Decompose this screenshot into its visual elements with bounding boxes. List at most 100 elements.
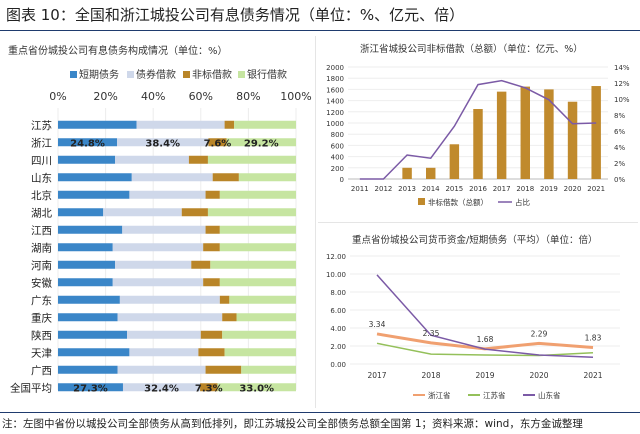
category-label: 湖南 [31, 241, 52, 254]
legend-label-0: 浙江省 [428, 390, 451, 400]
bar-segment-1 [119, 295, 220, 304]
data-label: 7.3% [195, 383, 223, 394]
bar-segment-3 [222, 330, 296, 339]
bar [544, 89, 554, 179]
bottom-right-chart-title: 重点省份城投公司货币资金/短期债务（平均）（单位：倍） [352, 235, 598, 246]
category-label: 山东 [31, 171, 52, 184]
category-label: 湖北 [31, 207, 52, 219]
data-label: 7.6% [204, 138, 232, 149]
left-chart-title: 重点省份城投公司有息债务构成情况（单位：%） [8, 46, 228, 57]
category-label: 天津 [31, 347, 52, 359]
category-label: 江苏 [31, 119, 52, 132]
y-tick-label: 6.00 [330, 307, 346, 315]
y-right-tick-label: 10% [614, 96, 630, 104]
x-tick-label: 2015 [445, 185, 463, 193]
x-tick-label: 2016 [469, 185, 487, 193]
bar-segment-0 [58, 348, 130, 357]
data-label: 2.35 [423, 329, 440, 338]
bar-segment-1 [129, 348, 199, 357]
bar-segment-1 [103, 208, 182, 217]
category-label: 江西 [31, 225, 52, 237]
bar-segment-1 [131, 173, 213, 182]
share-line [359, 79, 597, 180]
bar-segment-3 [217, 383, 296, 392]
y-left-tick-label: 1600 [326, 86, 344, 94]
bar-segment-0 [58, 173, 132, 182]
bar-segment-2 [222, 313, 237, 322]
bar-segment-1 [127, 330, 201, 339]
nonstandard-bar-line-chart: 0 200 400 600 800 1000 1200 1400 1600 1800 2000 0% 2… [326, 64, 630, 207]
bar-segment-0 [58, 295, 120, 304]
legend-label-bar: 非标借款（总额） [428, 197, 488, 207]
x-tick-label: 2021 [587, 185, 605, 193]
bar-segment-0 [58, 120, 137, 129]
bar-segment-2 [219, 295, 230, 304]
bar-segment-2 [212, 173, 239, 182]
bar-segment-3 [210, 260, 296, 269]
y-left-tick-label: 0 [340, 176, 344, 184]
top-right-chart-panel: 浙江省城投公司非标借款（总额）（单位：亿元、%） 0 200 400 600 800 10… [318, 34, 640, 222]
x-tick-label: 2014 [422, 185, 440, 193]
y-left-tick-label: 2000 [326, 64, 344, 72]
category-label: 广东 [31, 294, 52, 307]
bar-segment-3 [219, 278, 296, 287]
y-right-tick-label: 0% [614, 176, 625, 184]
bar-segment-3 [219, 243, 296, 252]
bar-segment-2 [191, 260, 211, 269]
legend-label-2: 非标借款 [192, 68, 232, 81]
data-label: 3.34 [369, 320, 386, 329]
y-tick-label: 4.00 [330, 325, 346, 333]
bar [496, 91, 507, 179]
bar-segment-0 [58, 190, 130, 199]
bar-segment-2 [205, 365, 242, 374]
x-tick-label: 100% [280, 90, 311, 103]
y-right-tick-label: 14% [614, 64, 630, 72]
x-tick-label: 2017 [367, 371, 386, 380]
x-tick-label: 2020 [529, 371, 548, 380]
legend-label-0: 短期债务 [79, 68, 119, 81]
bar-segment-1 [117, 138, 209, 147]
bar-segment-0 [58, 260, 116, 269]
data-label: 38.4% [145, 138, 180, 149]
data-label: 24.8% [70, 138, 105, 149]
bar [449, 144, 460, 179]
figure-title: 图表 10：全国和浙江城投公司有息债务情况（单位：%、亿元、倍） [6, 6, 465, 24]
bar-segment-1 [129, 190, 206, 199]
bar-segment-0 [58, 330, 128, 339]
bar-segment-3 [226, 138, 296, 147]
bar-segment-2 [188, 155, 208, 164]
bar-segment-3 [229, 295, 296, 304]
y-right-tick-label: 2% [614, 160, 625, 168]
x-tick-label: 60% [189, 90, 213, 103]
x-tick-label: 2013 [398, 185, 416, 193]
category-label: 安徽 [31, 276, 52, 289]
y-right-tick-label: 12% [614, 80, 630, 88]
x-tick-label: 2019 [475, 371, 494, 380]
y-left-tick-label: 1400 [326, 98, 344, 106]
legend-label-2: 山东省 [538, 390, 561, 400]
bar-segment-0 [58, 278, 113, 287]
x-tick-label: 2012 [375, 185, 393, 193]
x-tick-label: 2019 [540, 185, 558, 193]
bar [567, 101, 578, 179]
x-tick-label: 0% [49, 90, 66, 103]
bar-segment-1 [136, 120, 225, 129]
legend-label-1: 江苏省 [483, 390, 506, 400]
bar [426, 167, 436, 179]
bar-segment-0 [58, 365, 118, 374]
x-tick-label: 2020 [564, 185, 582, 193]
y-left-tick-label: 800 [331, 131, 344, 139]
bar-segment-2 [200, 330, 223, 339]
bar-segment-0 [58, 243, 113, 252]
left-chart-panel: 重点省份城投公司有息债务构成情况（单位：%） 短期债务 债券借款 非标借款 银行借款 0… [0, 34, 315, 410]
bar-segment-3 [238, 173, 296, 182]
legend-swatch-0 [70, 71, 77, 78]
bar-segment-0 [58, 155, 116, 164]
legend-swatch-3 [238, 71, 245, 78]
x-tick-label: 2018 [516, 185, 534, 193]
series-line-2 [376, 274, 594, 358]
category-label: 全国平均 [10, 381, 52, 394]
bar-segment-2 [205, 190, 220, 199]
category-label: 广西 [31, 365, 52, 377]
